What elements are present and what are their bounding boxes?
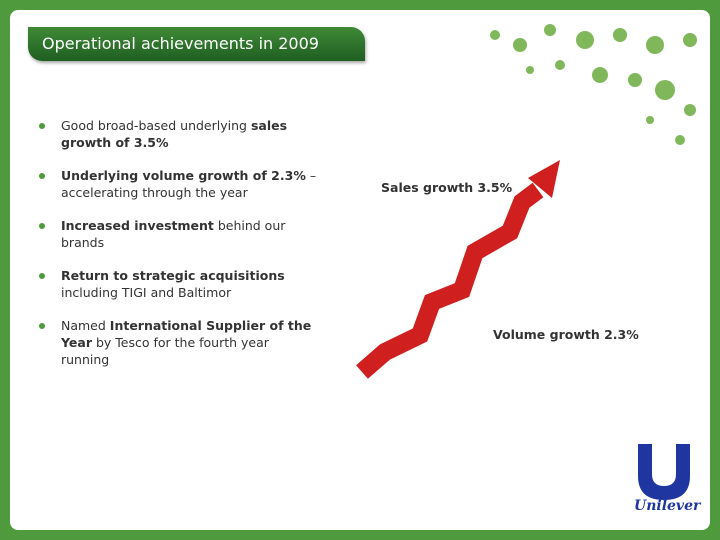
volume-label: Volume growth 2.3%	[493, 327, 639, 342]
arrow-head	[528, 160, 560, 198]
bullet-text: behind our brands	[61, 218, 286, 250]
bullet-list: Good broad-based underlying sales growth…	[36, 117, 321, 368]
growth-arrow	[356, 182, 544, 379]
bullet: Named International Supplier of the Year…	[36, 317, 321, 368]
bullet-text: Increased investment	[61, 218, 214, 233]
bullet-text: International Supplier of the Year	[61, 318, 312, 350]
bullet-text: by Tesco for the fourth year running	[61, 335, 269, 367]
logo-mark	[638, 444, 690, 500]
bullet: Good broad-based underlying sales growth…	[36, 117, 321, 151]
bullet-text: Named	[61, 318, 110, 333]
bullet-text: Underlying volume growth of 2.3%	[61, 168, 306, 183]
bullet-text: sales growth of 3.5%	[61, 118, 288, 150]
bullet-text: Good broad-based underlying	[61, 118, 251, 133]
slide-title: Operational achievements in 2009	[28, 27, 365, 61]
bullet: Increased investment behind our brands	[36, 217, 321, 251]
bullet: Underlying volume growth of 2.3% – accel…	[36, 167, 321, 201]
slide-body	[10, 10, 710, 530]
bullet-text: Return to strategic acquisitions	[61, 268, 285, 283]
bullet-text: including TIGI and Baltimor	[61, 285, 232, 300]
sales-label: Sales growth 3.5%	[381, 180, 513, 195]
logo-text: Unilever	[634, 498, 701, 514]
bullet-text: – accelerating through the year	[61, 168, 317, 200]
bullet: Return to strategic acquisitions includi…	[36, 267, 321, 301]
leaf-pattern	[490, 24, 697, 145]
